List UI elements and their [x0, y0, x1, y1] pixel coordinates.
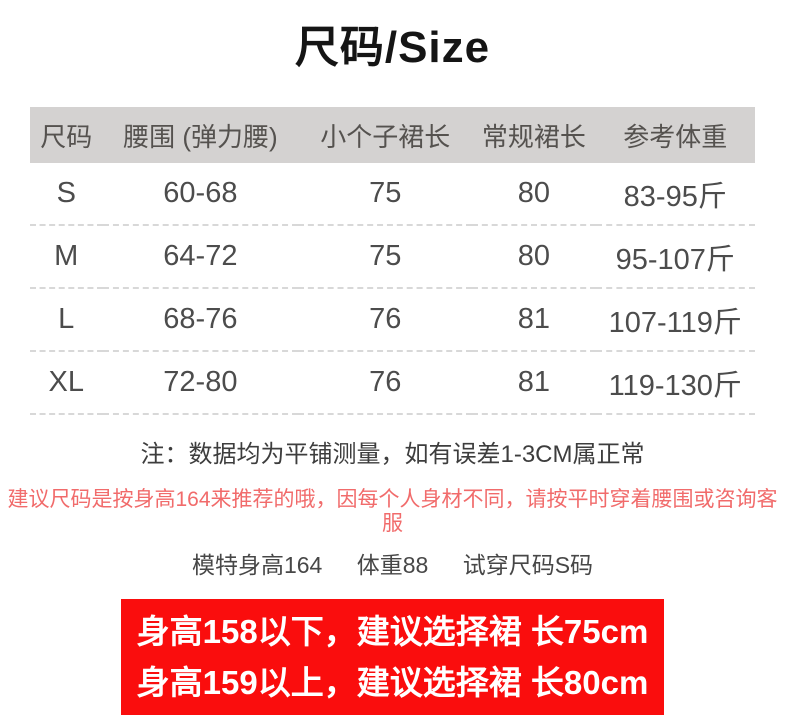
table-row: M 64-72 75 80 95-107斤: [30, 225, 755, 289]
model-height: 模特身高164: [191, 552, 323, 578]
table-cell: 119-130斤: [595, 351, 755, 415]
table-cell: S: [30, 163, 103, 226]
table-cell: 76: [298, 288, 473, 352]
table-cell: 81: [472, 288, 596, 352]
table-cell: 68-76: [102, 288, 299, 352]
table-cell: L: [30, 288, 103, 352]
header-cell-size: 尺码: [30, 107, 103, 163]
table-cell: 83-95斤: [595, 163, 755, 226]
table-cell: 60-68: [102, 163, 299, 226]
model-try-on-size: 试穿尺码S码: [462, 552, 594, 578]
table-cell: 107-119斤: [595, 288, 755, 352]
table-row: S 60-68 75 80 83-95斤: [30, 163, 755, 226]
header-cell-waist: 腰围 (弹力腰): [102, 107, 299, 163]
table-cell: 75: [298, 225, 473, 289]
table-cell: 80: [472, 163, 596, 226]
page-title: 尺码/Size: [294, 23, 491, 72]
table-cell: 76: [298, 351, 473, 415]
table-cell: M: [30, 225, 103, 289]
measurement-note: 注：数据均为平铺测量，如有误差1-3CM属正常: [140, 441, 645, 468]
table-row: XL 72-80 76 81 119-130斤: [30, 351, 755, 415]
header-cell-petite-length: 小个子裙长: [298, 107, 473, 163]
table-header-row: 尺码 腰围 (弹力腰) 小个子裙长 常规裙长 参考体重: [30, 107, 755, 163]
header-cell-regular-length: 常规裙长: [472, 107, 596, 163]
table-cell: 75: [298, 163, 473, 226]
banner-line-over-159: 身高159以上，建议选择裙 长80cm: [136, 664, 649, 701]
table-cell: 64-72: [102, 225, 299, 289]
model-info: 模特身高164 体重88 试穿尺码S码: [0, 552, 785, 579]
table-cell: 95-107斤: [595, 225, 755, 289]
banner-line-under-158: 身高158以下，建议选择裙 长75cm: [136, 613, 649, 650]
size-table: 尺码 腰围 (弹力腰) 小个子裙长 常规裙长 参考体重 S 60-68 75 8…: [30, 107, 755, 415]
recommendation-note: 建议尺码是按身高164来推荐的哦，因每个人身材不同，请按平时穿着腰围或咨询客服: [7, 488, 778, 535]
table-row: L 68-76 76 81 107-119斤: [30, 288, 755, 352]
model-weight: 体重88: [356, 552, 429, 578]
header-cell-ref-weight: 参考体重: [595, 107, 755, 163]
table-cell: 72-80: [102, 351, 299, 415]
table-cell: 80: [472, 225, 596, 289]
height-recommendation-banner: 身高158以下，建议选择裙 长75cm 身高159以上，建议选择裙 长80cm: [121, 599, 664, 715]
table-cell: XL: [30, 351, 103, 415]
table-cell: 81: [472, 351, 596, 415]
